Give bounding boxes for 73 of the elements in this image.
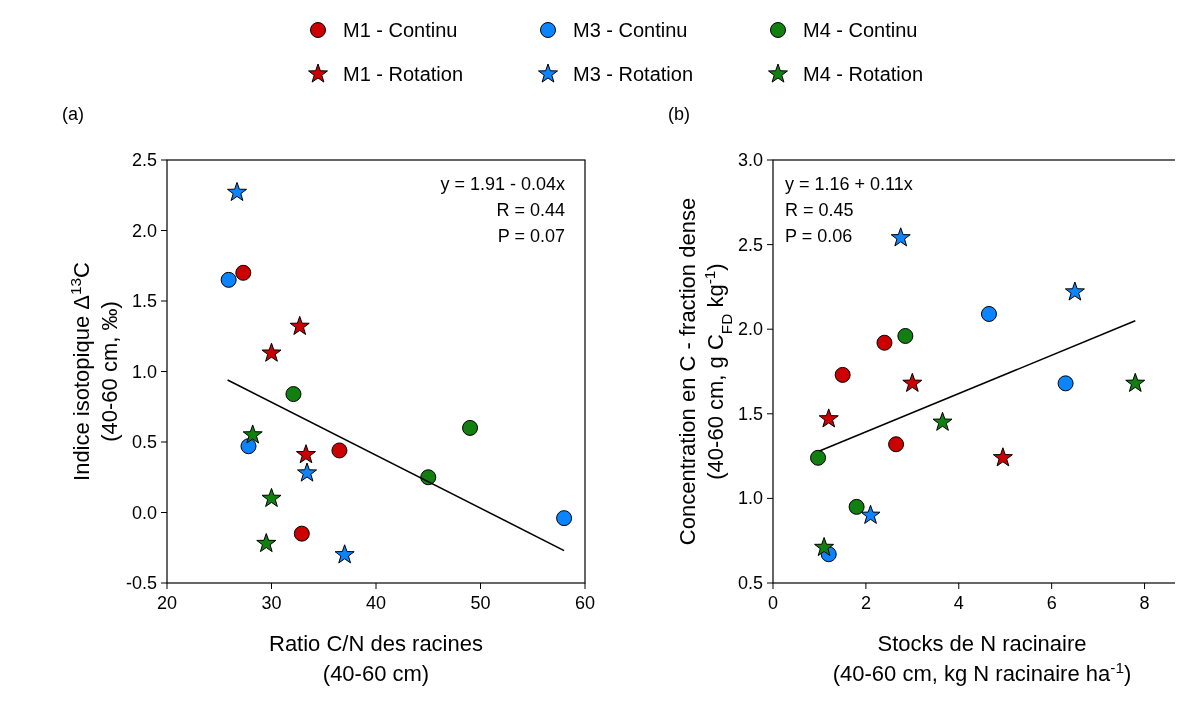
y-tick-label: -0.5 (125, 573, 157, 593)
point (810, 449, 827, 466)
x-tick-label: 4 (953, 593, 964, 613)
point (1057, 375, 1074, 392)
x-tick-label: 20 (156, 593, 178, 613)
point (261, 342, 282, 362)
point (285, 386, 302, 403)
annotation: y = 1.16 + 0.11x (785, 174, 913, 194)
y-tick-label: 2.0 (131, 220, 157, 241)
x-tick-label: 40 (365, 593, 387, 613)
x-axis-title: Ratio C/N des racines (40-60 cm) (269, 631, 483, 686)
point (293, 525, 310, 542)
point (818, 408, 839, 428)
x-tick-label: 2 (860, 593, 871, 613)
point (980, 305, 997, 322)
y-tick-label: 0.5 (131, 432, 157, 452)
point (556, 510, 573, 527)
annotation: R = 0.44 (496, 200, 565, 220)
x-tick-label: 30 (261, 593, 282, 613)
point (261, 487, 282, 507)
point (227, 181, 248, 202)
y-tick-label: 1.5 (131, 291, 157, 311)
point (256, 533, 277, 553)
point (848, 498, 865, 515)
legend-label: M1 - Rotation (343, 63, 464, 85)
point (992, 447, 1013, 467)
x-tick-label: 6 (1046, 593, 1057, 613)
annotation: P = 0.06 (785, 226, 853, 246)
x-tick-label: 60 (574, 593, 596, 613)
point (240, 438, 257, 455)
legend-label: M1 - Continu (343, 19, 458, 41)
point (1125, 372, 1146, 392)
chart-title: (b) (668, 104, 690, 124)
y-tick-label: 1.5 (737, 403, 763, 424)
point (1064, 281, 1085, 301)
point (334, 544, 355, 564)
y-tick-label: 3.0 (737, 150, 763, 170)
annotation: R = 0.45 (785, 200, 854, 220)
point (932, 411, 953, 431)
y-tick-label: 1.0 (737, 488, 763, 509)
y-tick-label: 2.5 (131, 150, 157, 170)
x-tick-label: 0 (767, 593, 779, 613)
point (860, 504, 881, 524)
legend-label: M3 - Continu (573, 19, 688, 41)
point (876, 334, 893, 351)
point (295, 444, 316, 464)
point (902, 372, 923, 392)
point (834, 366, 851, 383)
point (220, 271, 237, 288)
annotation: y = 1.91 - 0.04x (440, 174, 565, 194)
chart-title: (a) (62, 104, 84, 124)
point (897, 327, 914, 344)
y-tick-label: 2.5 (737, 234, 763, 255)
point (890, 227, 911, 247)
y-tick-label: 0.5 (737, 573, 763, 593)
legend-label: M4 - Continu (803, 19, 918, 41)
point (888, 436, 905, 453)
y-tick-label: 1.0 (131, 361, 157, 382)
point (331, 442, 348, 459)
legend-label: M4 - Rotation (803, 63, 924, 85)
point (462, 419, 479, 436)
point (242, 424, 263, 444)
point (297, 462, 318, 482)
y-tick-label: 2.0 (737, 319, 763, 340)
x-tick-label: 8 (1139, 593, 1150, 613)
annotation: P = 0.07 (497, 226, 565, 246)
x-tick-label: 50 (470, 593, 491, 613)
y-tick-label: 0.0 (131, 502, 157, 523)
point (235, 264, 252, 281)
legend-label: M3 - Rotation (573, 63, 694, 85)
x-axis-title: Stocks de N racinaire (40-60 cm, kg N racinaire ha$^{-1}$) (832, 631, 1132, 686)
point (814, 536, 835, 557)
point (289, 315, 310, 335)
